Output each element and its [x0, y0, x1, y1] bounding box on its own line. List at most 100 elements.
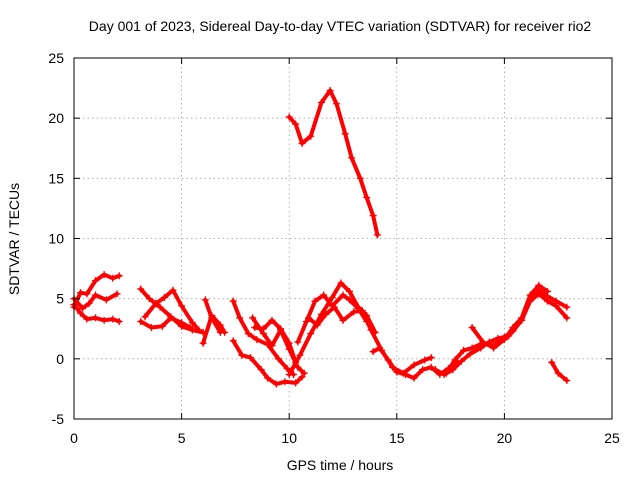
x-axis-label: GPS time / hours: [287, 457, 394, 473]
data-point: [543, 287, 551, 295]
data-point: [356, 174, 364, 182]
data-point: [259, 325, 267, 333]
plot-area: [70, 86, 571, 388]
data-point: [369, 348, 377, 356]
data-point: [79, 304, 87, 312]
data-point: [236, 314, 244, 322]
grid: [74, 58, 612, 419]
data-point: [92, 277, 100, 285]
data-point: [199, 339, 207, 347]
data-point: [208, 314, 216, 322]
plot-frame: [73, 57, 613, 420]
data-point: [109, 274, 117, 282]
y-tick-label: 0: [56, 351, 64, 367]
x-tick-label: 25: [604, 430, 620, 446]
data-point: [188, 319, 196, 327]
data-point: [298, 139, 306, 147]
data-point: [145, 295, 153, 303]
data-point: [460, 346, 468, 354]
data-point: [320, 291, 328, 299]
data-point: [500, 336, 508, 344]
data-point: [244, 330, 252, 338]
data-point: [216, 328, 224, 336]
data-point: [535, 281, 543, 289]
data-point: [141, 313, 149, 321]
data-point: [152, 299, 160, 307]
data-point: [369, 212, 377, 220]
x-tick-label: 10: [281, 430, 297, 446]
data-point: [333, 100, 341, 108]
data-point: [195, 326, 203, 334]
data-point: [292, 379, 300, 387]
data-point: [268, 316, 276, 324]
data-point: [285, 113, 293, 121]
data-point: [169, 286, 177, 294]
data-point: [384, 356, 392, 364]
data-point: [158, 322, 166, 330]
data-point: [264, 374, 272, 382]
data-point: [92, 314, 100, 322]
data-point: [274, 355, 282, 363]
data-point: [178, 319, 186, 327]
data-point: [393, 368, 401, 376]
data-point: [313, 321, 321, 329]
data-point: [363, 194, 371, 202]
data-point: [83, 290, 91, 298]
data-point: [326, 86, 334, 94]
data-point: [468, 324, 476, 332]
data-point: [490, 344, 498, 352]
data-point: [307, 132, 315, 140]
data-point: [328, 293, 336, 301]
data-point: [535, 290, 543, 298]
data-point: [350, 308, 358, 316]
data-point: [410, 374, 418, 382]
data-point: [358, 307, 366, 315]
data-point: [563, 314, 571, 322]
data-point: [229, 297, 237, 305]
data-point: [102, 296, 110, 304]
series-line-s15: [306, 305, 434, 376]
data-point: [115, 318, 123, 326]
data-point: [268, 342, 276, 350]
data-point: [410, 361, 418, 369]
data-point: [113, 290, 121, 298]
data-point: [229, 337, 237, 345]
data-point: [543, 297, 551, 305]
series-line-s7: [201, 313, 227, 346]
data-point: [305, 314, 313, 322]
data-point: [300, 369, 308, 377]
data-point: [298, 373, 306, 381]
data-point: [563, 376, 571, 384]
axes-ticks: 0 5 10 15 20 25 -5 0 5 10 15 20 25: [48, 50, 620, 446]
data-point: [283, 364, 291, 372]
data-point: [201, 296, 209, 304]
data-point: [156, 303, 164, 311]
data-point: [401, 370, 409, 378]
data-point: [285, 370, 293, 378]
data-point: [442, 369, 450, 377]
series-line-s5: [138, 315, 193, 330]
series-line-s6: [143, 288, 201, 332]
data-point: [115, 272, 123, 280]
data-point: [466, 350, 474, 358]
data-point: [137, 318, 145, 326]
data-point: [100, 271, 108, 279]
data-point: [272, 380, 280, 388]
data-point: [92, 291, 100, 299]
y-axis-label: SDTVAR / TECUs: [6, 183, 22, 295]
data-point: [518, 314, 526, 322]
y-tick-label: -5: [52, 411, 65, 427]
data-point: [427, 354, 435, 362]
series-line-s3: [72, 291, 119, 311]
data-point: [339, 316, 347, 324]
data-point: [330, 303, 338, 311]
data-point: [160, 293, 168, 301]
data-point: [432, 366, 440, 374]
data-point: [337, 279, 345, 287]
data-point: [257, 366, 265, 374]
data-point: [109, 315, 117, 323]
y-tick-label: 25: [48, 50, 64, 66]
data-point: [294, 338, 302, 346]
data-point: [147, 324, 155, 332]
